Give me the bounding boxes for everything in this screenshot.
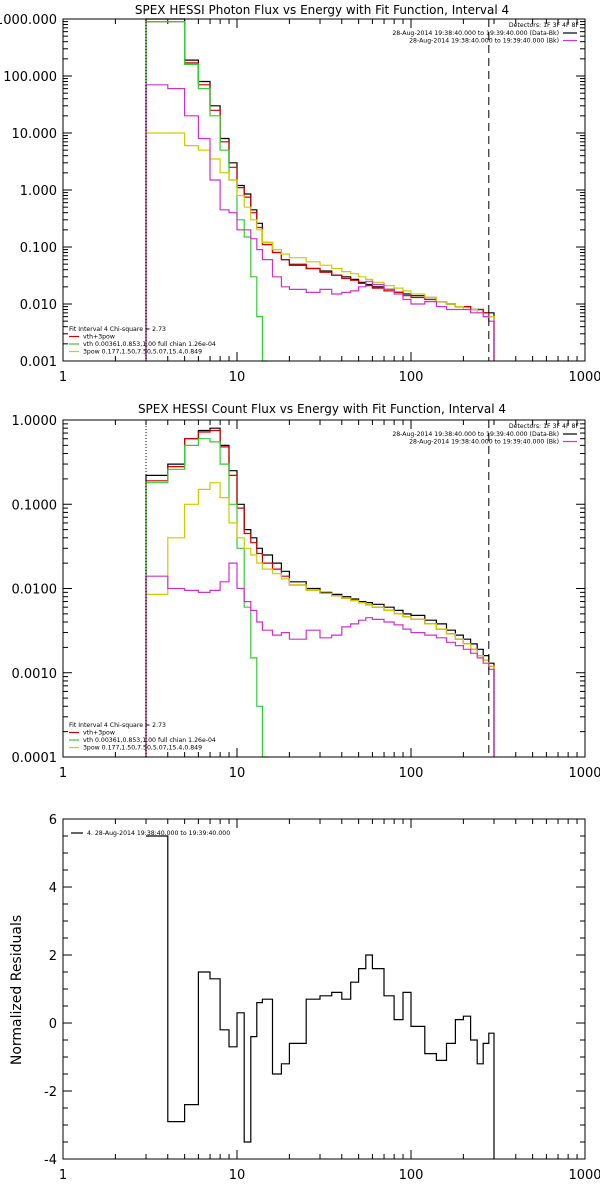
count-flux-panel: SPEX HESSI Count Flux vs Energy with Fit… xyxy=(12,402,600,781)
residuals-xtick-labels: 1 10 100 1000 xyxy=(59,1168,600,1183)
count-flux-ytick-label: 0.0010 xyxy=(12,667,58,682)
count-flux-time-label: 28-Aug-2014 19:38:40.000 to 19:39:40.000… xyxy=(409,439,559,446)
residuals-ytick-labels: 6 4 2 0 -2 -4 xyxy=(44,813,57,1168)
residuals-xtick-label: 1 xyxy=(59,1168,67,1183)
photon-flux-series-vth xyxy=(145,21,268,362)
residuals-ylabel: Normalized Residuals xyxy=(9,915,25,1065)
count-flux-xtick-labels: 1 10 100 1000 xyxy=(59,766,600,781)
count-flux-legend-entry: vth 0.00361,0.853,1.00 full chian 1.26e-… xyxy=(83,737,216,744)
photon-flux-ytick-label: 1.000 xyxy=(20,184,57,199)
count-flux-title: SPEX HESSI Count Flux vs Energy with Fit… xyxy=(138,402,506,416)
photon-flux-time-label: 28-Aug-2014 19:38:40.000 to 19:39:40.000… xyxy=(392,30,559,37)
photon-flux-panel: SPEX HESSI Photon Flux vs Energy with Fi… xyxy=(0,3,600,385)
residuals-legend-entry: 4. 28-Aug-2014 19:38:40.000 to 19:39:40.… xyxy=(87,830,230,837)
residuals-xtick-label: 10 xyxy=(229,1168,246,1183)
residuals-ticks xyxy=(62,818,586,1160)
photon-flux-xtick-label: 1000 xyxy=(568,370,600,385)
count-flux-series-bk xyxy=(145,562,495,757)
photon-flux-ytick-label: 10.000 xyxy=(12,127,58,142)
photon-flux-time-label: 28-Aug-2014 19:38:40.000 to 19:39:40.000… xyxy=(409,38,559,45)
photon-flux-ytick-label: 0.100 xyxy=(20,241,57,256)
photon-flux-legend-entry: vth 0.00361,0.853,1.00 full chian 1.26e-… xyxy=(83,341,216,348)
residuals-series-residual xyxy=(146,835,495,1159)
residuals-panel: Normalized Residuals 6 4 2 0 -2 -4 1 10 100 1000… xyxy=(9,813,600,1183)
residuals-ytick-label: -2 xyxy=(44,1085,57,1100)
photon-flux-legend-entry: 3pow 0.177,1.50,7.50,5.07,15.4,0.849 xyxy=(83,349,202,356)
photon-flux-detectors-label: Detectors: 1F 3F 4F 8F xyxy=(509,22,580,29)
count-flux-ytick-label: 1.0000 xyxy=(12,414,58,429)
photon-flux-xtick-label: 10 xyxy=(229,370,246,385)
residuals-ytick-label: 2 xyxy=(49,949,57,964)
count-flux-ytick-label: 0.1000 xyxy=(12,498,58,513)
count-flux-detectors-label: Detectors: 1F 3F 4F 8F xyxy=(509,423,580,430)
photon-flux-ytick-label: 0.001 xyxy=(20,355,57,370)
photon-flux-ytick-label: 1000.000 xyxy=(0,13,57,28)
count-flux-ticks xyxy=(62,419,586,758)
count-flux-plot-frame xyxy=(62,419,586,758)
residuals-annotations: 4. 28-Aug-2014 19:38:40.000 to 19:39:40.… xyxy=(71,830,230,837)
residuals-ytick-label: 6 xyxy=(49,813,57,828)
count-flux-ytick-label: 0.0100 xyxy=(12,583,58,598)
photon-flux-ytick-label: 100.000 xyxy=(3,70,57,85)
count-flux-xtick-label: 10 xyxy=(229,766,246,781)
count-flux-ytick-labels: 1.0000 0.1000 0.0100 0.0010 0.0001 xyxy=(12,414,58,766)
count-flux-series-3pow xyxy=(145,482,495,757)
count-flux-xtick-label: 1 xyxy=(59,766,67,781)
photon-flux-xtick-labels: 1 10 100 1000 xyxy=(59,370,600,385)
residuals-xtick-label: 1000 xyxy=(568,1168,600,1183)
photon-flux-ytick-labels: 1000.000 100.000 10.000 1.000 0.100 0.010 0.00… xyxy=(0,13,57,370)
count-flux-legend-entry: 3pow 0.177,1.50,7.50,5.07,15.4,0.849 xyxy=(83,745,202,752)
count-flux-xtick-label: 100 xyxy=(399,766,424,781)
photon-flux-title: SPEX HESSI Photon Flux vs Energy with Fi… xyxy=(135,3,509,17)
count-flux-series xyxy=(145,427,495,758)
count-flux-legend-entry: vth+3pow xyxy=(83,730,115,737)
photon-flux-fit-header: Fit Interval 4 Chi-square = 2.73 xyxy=(69,326,166,333)
residuals-ytick-label: -4 xyxy=(44,1153,57,1168)
count-flux-ytick-label: 0.0001 xyxy=(12,751,58,766)
photon-flux-legend-entry: vth+3pow xyxy=(83,334,115,341)
photon-flux-plot-frame xyxy=(62,18,586,362)
count-flux-series-vth xyxy=(145,438,268,758)
residuals-plot-frame xyxy=(62,818,586,1160)
photon-flux-ticks xyxy=(62,18,586,362)
photon-flux-xtick-label: 1 xyxy=(59,370,67,385)
count-flux-xtick-label: 1000 xyxy=(568,766,600,781)
residuals-xtick-label: 100 xyxy=(399,1168,424,1183)
photon-flux-ytick-label: 0.010 xyxy=(20,298,57,313)
residuals-ytick-label: 4 xyxy=(49,881,57,896)
photon-flux-series-bk xyxy=(145,84,495,361)
residuals-series xyxy=(146,835,495,1159)
photon-flux-xtick-label: 100 xyxy=(399,370,424,385)
count-flux-time-label: 28-Aug-2014 19:38:40.000 to 19:39:40.000… xyxy=(392,431,559,438)
photon-flux-series-3pow xyxy=(145,132,495,361)
photon-flux-series xyxy=(145,18,495,362)
residuals-ytick-label: 0 xyxy=(49,1017,57,1032)
count-flux-fit-header: Fit Interval 4 Chi-square = 2.73 xyxy=(69,722,166,729)
